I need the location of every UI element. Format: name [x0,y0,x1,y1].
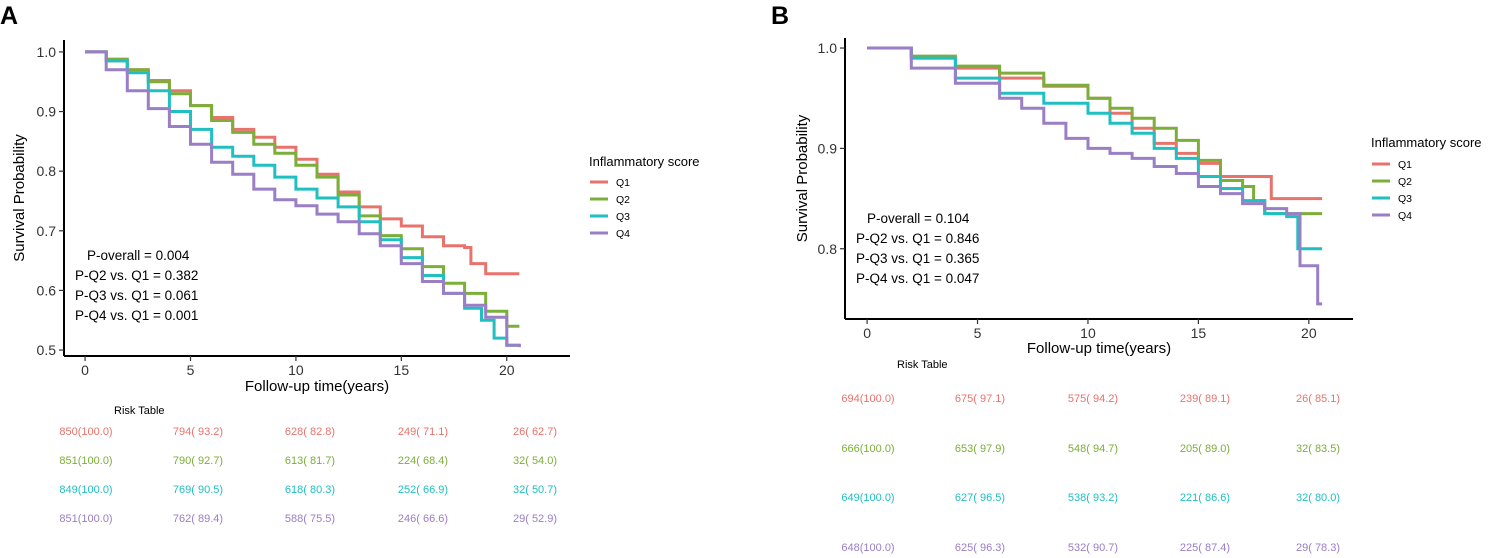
x-tick-label: 10 [288,362,304,378]
risk-cell-q3: 221( 86.6) [1180,492,1230,504]
risk-cell-q3: 627( 96.5) [955,492,1005,504]
risk-cell-q1: 675( 97.1) [955,393,1005,405]
y-tick-label: 0.7 [37,223,57,239]
legend-label-q4: Q4 [1398,210,1412,222]
legend-label-q4: Q4 [616,228,630,240]
legend-title: Inflammatory score [1371,135,1482,150]
risk-cell-q2: 653( 97.9) [955,443,1005,455]
risk-cell-q1: 575( 94.2) [1068,393,1118,405]
y-axis-title: Survival Probability [794,114,811,242]
p-value-annotation: P-Q4 vs. Q1 = 0.001 [75,308,198,323]
panel-label-a: A [0,2,19,30]
x-tick-label: 10 [1080,325,1096,341]
legend-label-q1: Q1 [1398,159,1412,171]
risk-cell-q4: 648(100.0) [841,542,894,554]
x-tick-label: 5 [187,362,195,378]
risk-cell-q1: 628( 82.8) [285,426,335,438]
risk-cell-q1: 850(100.0) [59,426,112,438]
risk-cell-q2: 205( 89.0) [1180,443,1230,455]
risk-cell-q2: 851(100.0) [59,455,112,467]
risk-cell-q4: 762( 89.4) [173,513,223,525]
survival-line-q2 [85,50,520,328]
risk-cell-q4: 29( 52.9) [513,513,557,525]
risk-cell-q4: 625( 96.3) [955,542,1005,554]
legend-label-q2: Q2 [1398,176,1412,188]
risk-cell-q1: 694(100.0) [841,393,894,405]
y-tick-label: 0.5 [37,342,57,358]
x-tick-label: 20 [1301,325,1317,341]
p-value-annotation: P-Q3 vs. Q1 = 0.365 [856,251,979,266]
risk-cell-q1: 26( 85.1) [1296,393,1340,405]
risk-table-title: Risk Table [114,405,165,417]
p-value-annotation: P-overall = 0.104 [867,211,970,226]
risk-cell-q1: 239( 89.1) [1180,393,1230,405]
risk-cell-q3: 538( 93.2) [1068,492,1118,504]
y-tick-label: 0.8 [818,241,838,257]
survival-line-q1 [867,46,1323,201]
legend-title: Inflammatory score [589,154,700,169]
y-tick-label: 1.0 [818,40,838,56]
risk-cell-q3: 649(100.0) [841,492,894,504]
risk-cell-q4: 851(100.0) [59,513,112,525]
x-tick-label: 20 [499,362,515,378]
risk-table-title: Risk Table [897,359,948,371]
risk-cell-q2: 790( 92.7) [173,455,223,467]
p-value-annotation: P-overall = 0.004 [87,248,190,263]
risk-cell-q2: 613( 81.7) [285,455,335,467]
p-value-annotation: P-Q2 vs. Q1 = 0.846 [856,231,979,246]
x-tick-label: 5 [974,325,982,341]
risk-cell-q4: 225( 87.4) [1180,542,1230,554]
x-axis-title: Follow-up time(years) [1027,340,1171,357]
y-tick-label: 1.0 [37,44,57,60]
survival-line-q2 [867,46,1323,216]
risk-cell-q1: 794( 93.2) [173,426,223,438]
risk-cell-q3: 32( 80.0) [1296,492,1340,504]
risk-cell-q2: 32( 54.0) [513,455,557,467]
legend-label-q3: Q3 [616,211,630,223]
x-tick-label: 15 [394,362,410,378]
y-tick-label: 0.6 [37,282,57,298]
risk-cell-q3: 32( 50.7) [513,484,557,496]
risk-cell-q2: 666(100.0) [841,443,894,455]
risk-cell-q2: 548( 94.7) [1068,443,1118,455]
y-axis-title: Survival Probability [11,134,28,262]
legend-label-q3: Q3 [1398,193,1412,205]
legend-label-q1: Q1 [616,177,630,189]
y-tick-label: 0.9 [818,140,838,156]
x-tick-label: 15 [1191,325,1207,341]
x-tick-label: 0 [863,325,871,341]
survival-line-q4 [867,46,1323,306]
p-value-annotation: P-Q4 vs. Q1 = 0.047 [856,271,979,286]
survival-line-q4 [85,50,521,348]
risk-cell-q1: 26( 62.7) [513,426,557,438]
x-tick-label: 0 [81,362,89,378]
risk-cell-q1: 249( 71.1) [398,426,448,438]
y-tick-label: 0.8 [37,163,57,179]
risk-cell-q4: 588( 75.5) [285,513,335,525]
risk-cell-q3: 252( 66.9) [398,484,448,496]
y-tick-label: 0.9 [37,104,57,120]
risk-cell-q3: 769( 90.5) [173,484,223,496]
risk-cell-q4: 29( 78.3) [1296,542,1340,554]
x-axis-title: Follow-up time(years) [245,378,389,395]
risk-cell-q4: 532( 90.7) [1068,542,1118,554]
legend-label-q2: Q2 [616,194,630,206]
risk-cell-q3: 618( 80.3) [285,484,335,496]
p-value-annotation: P-Q3 vs. Q1 = 0.061 [75,288,198,303]
risk-cell-q3: 849(100.0) [59,484,112,496]
risk-cell-q2: 224( 68.4) [398,455,448,467]
panel-label-b: B [771,2,790,30]
p-value-annotation: P-Q2 vs. Q1 = 0.382 [75,268,198,283]
risk-cell-q4: 246( 66.6) [398,513,448,525]
risk-cell-q2: 32( 83.5) [1296,443,1340,455]
